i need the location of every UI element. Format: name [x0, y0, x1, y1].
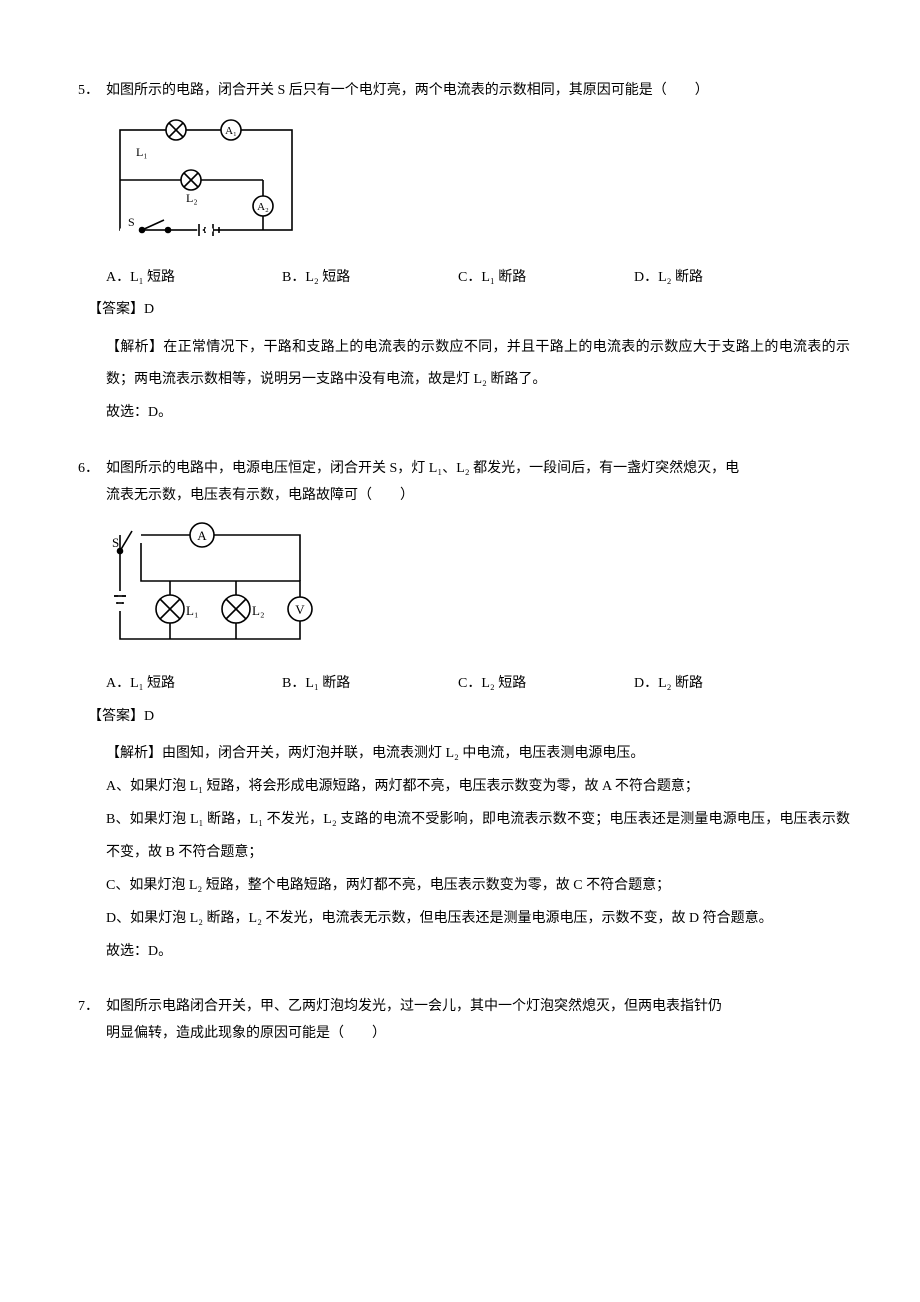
question-6-text-line1: 如图所示的电路中，电源电压恒定，闭合开关 S，灯 L₁、L₂ 都发光，一段间后，… — [106, 461, 739, 476]
question-6: 6． 如图所示的电路中，电源电压恒定，闭合开关 S，灯 L₁、L₂ 都发光，一段… — [78, 458, 850, 968]
question-5-explanation: 【解析】在正常情况下，干路和支路上的电流表的示数应不同，并且干路上的电流表的示数… — [106, 332, 850, 431]
question-5-number: 5． — [78, 80, 106, 102]
q6-expl-2: B、如果灯泡 L₁ 断路，L₁ 不发光，L₂ 支路的电流不受影响，即电流表示数不… — [106, 804, 850, 870]
question-7: 7． 如图所示电路闭合开关，甲、乙两灯泡均发光，过一会儿，其中一个灯泡突然熄灭，… — [78, 996, 850, 1045]
switch-s6-label: S — [112, 535, 119, 550]
question-5-circuit: A₁ A₂ — [106, 116, 850, 252]
option-5a: A．L₁ 短路 — [106, 267, 282, 289]
ammeter-a-label: A — [197, 528, 207, 543]
question-6-stem: 6． 如图所示的电路中，电源电压恒定，闭合开关 S，灯 L₁、L₂ 都发光，一段… — [78, 458, 850, 507]
question-7-stem: 7． 如图所示电路闭合开关，甲、乙两灯泡均发光，过一会儿，其中一个灯泡突然熄灭，… — [78, 996, 850, 1045]
question-5-answer: 【答案】D — [88, 299, 850, 321]
q5-expl-0: 【解析】在正常情况下，干路和支路上的电流表的示数应不同，并且干路上的电流表的示数… — [106, 332, 850, 398]
ammeter-a2-label: A₂ — [257, 201, 269, 213]
option-6a: A．L₁ 短路 — [106, 673, 282, 695]
option-5c: C．L₁ 断路 — [458, 267, 634, 289]
question-7-number: 7． — [78, 996, 106, 1045]
question-5-text: 如图所示的电路，闭合开关 S 后只有一个电灯亮，两个电流表的示数相同，其原因可能… — [106, 80, 850, 102]
question-6-explanation: 【解析】由图知，闭合开关，两灯泡并联，电流表测灯 L₂ 中电流，电压表测电源电压… — [106, 738, 850, 968]
q6-expl-1: A、如果灯泡 L₁ 短路，将会形成电源短路，两灯都不亮，电压表示数变为零，故 A… — [106, 771, 850, 804]
question-7-text-line2: 明显偏转，造成此现象的原因可能是（ ） — [106, 1023, 850, 1045]
option-5b: B．L₂ 短路 — [282, 267, 458, 289]
option-6d: D．L₂ 断路 — [634, 673, 810, 695]
question-5-options: A．L₁ 短路 B．L₂ 短路 C．L₁ 断路 D．L₂ 断路 — [106, 267, 850, 289]
ammeter-a1-label: A₁ — [225, 125, 237, 137]
question-6-circuit: A V — [106, 521, 850, 659]
voltmeter-v-label: V — [295, 602, 305, 617]
lamp-l1-6-label: L₁ — [186, 603, 198, 618]
question-6-text-line2: 流表无示数，电压表有示数，电路故障可（ ） — [106, 485, 850, 507]
question-6-options: A．L₁ 短路 B．L₁ 断路 C．L₂ 短路 D．L₂ 断路 — [106, 673, 850, 695]
lamp-l1-label: L₁ — [136, 145, 148, 159]
question-5-stem: 5． 如图所示的电路，闭合开关 S 后只有一个电灯亮，两个电流表的示数相同，其原… — [78, 80, 850, 102]
option-5d: D．L₂ 断路 — [634, 267, 810, 289]
q5-expl-1: 故选：D。 — [106, 397, 850, 430]
circuit-6-svg: A V — [106, 521, 314, 651]
q6-expl-4: D、如果灯泡 L₂ 断路，L₂ 不发光，电流表无示数，但电压表还是测量电源电压，… — [106, 903, 850, 936]
lamp-l2-6-label: L₂ — [252, 603, 264, 618]
option-6c: C．L₂ 短路 — [458, 673, 634, 695]
q6-expl-0: 【解析】由图知，闭合开关，两灯泡并联，电流表测灯 L₂ 中电流，电压表测电源电压… — [106, 738, 850, 771]
q6-expl-5: 故选：D。 — [106, 936, 850, 969]
question-7-text-line1: 如图所示电路闭合开关，甲、乙两灯泡均发光，过一会儿，其中一个灯泡突然熄灭，但两电… — [106, 999, 722, 1014]
circuit-5-svg: A₁ A₂ — [106, 116, 306, 244]
question-5: 5． 如图所示的电路，闭合开关 S 后只有一个电灯亮，两个电流表的示数相同，其原… — [78, 80, 850, 430]
q6-expl-3: C、如果灯泡 L₂ 短路，整个电路短路，两灯都不亮，电压表示数变为零，故 C 不… — [106, 870, 850, 903]
option-6b: B．L₁ 断路 — [282, 673, 458, 695]
question-6-number: 6． — [78, 458, 106, 507]
lamp-l2-label: L₂ — [186, 191, 198, 205]
switch-s-label: S — [128, 215, 135, 229]
question-6-answer: 【答案】D — [88, 706, 850, 728]
